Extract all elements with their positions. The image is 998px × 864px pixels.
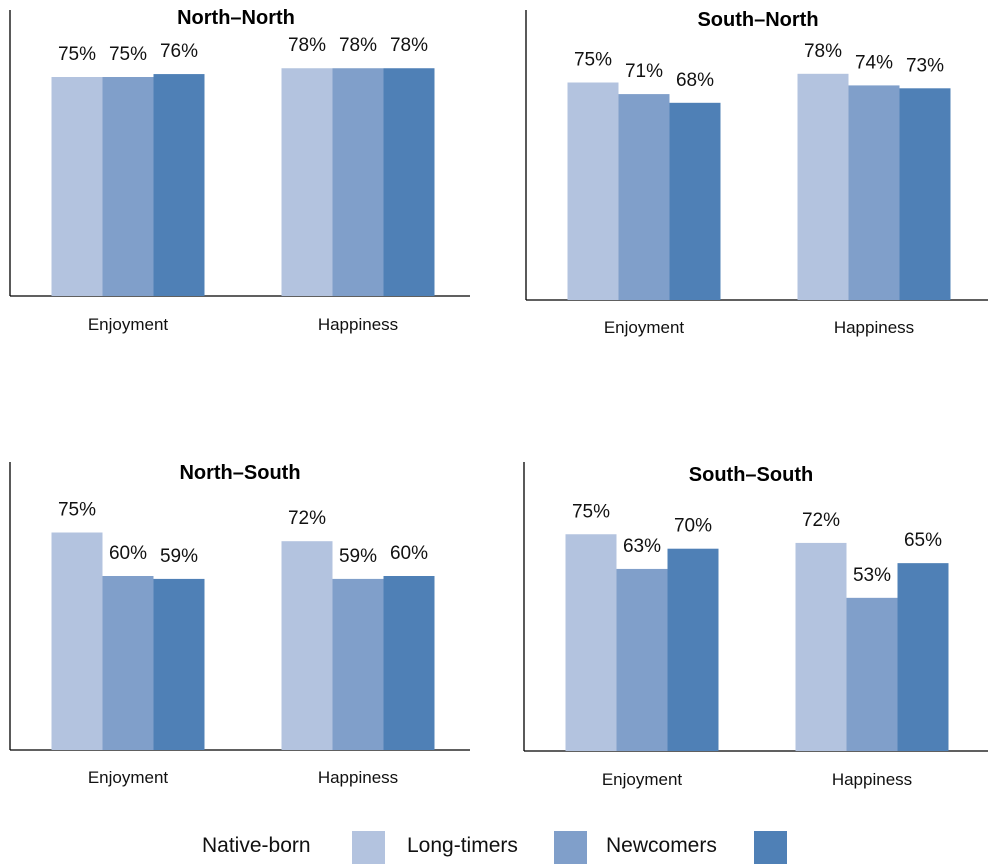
chart-panel: South–North 75% 71% 68% Enjoyment 78% 74% 73% Ha… xyxy=(525,9,988,337)
bar xyxy=(383,68,435,297)
data-label: 76% xyxy=(160,41,198,62)
legend-swatch xyxy=(352,831,385,864)
data-label: 63% xyxy=(623,536,661,557)
data-label: 70% xyxy=(674,516,712,537)
chart-panel: North–South 75% 60% 59% Enjoyment 72% 59% 60% Ha… xyxy=(9,462,470,787)
panel-title: North–South xyxy=(179,462,300,484)
data-label: 73% xyxy=(906,55,944,76)
x-tick-label: Happiness xyxy=(318,315,398,334)
bar xyxy=(616,568,668,751)
bar xyxy=(797,73,849,300)
bar xyxy=(51,532,103,750)
data-label: 60% xyxy=(109,543,147,564)
data-label: 59% xyxy=(339,546,377,567)
bar xyxy=(667,548,719,751)
bar xyxy=(567,82,619,300)
data-label: 75% xyxy=(58,500,96,521)
data-label: 65% xyxy=(904,530,942,551)
data-label: 60% xyxy=(390,543,428,564)
x-tick-label: Happiness xyxy=(318,768,398,787)
bar xyxy=(897,563,949,751)
data-label: 53% xyxy=(853,565,891,586)
data-label: 78% xyxy=(804,41,842,62)
bar xyxy=(51,77,103,296)
data-label: 72% xyxy=(288,508,326,529)
data-label: 75% xyxy=(572,501,610,522)
bar xyxy=(899,88,951,300)
bar xyxy=(102,77,154,296)
bar xyxy=(848,85,900,301)
legend-label: Native-born xyxy=(202,834,311,857)
bar xyxy=(846,597,898,751)
bar xyxy=(102,576,154,750)
data-label: 75% xyxy=(574,50,612,71)
chart-panels: North–North 75% 75% 76% Enjoyment 78% 78% 78% Ha… xyxy=(9,7,988,789)
legend-label: Newcomers xyxy=(606,834,717,857)
chart-panel: North–North 75% 75% 76% Enjoyment 78% 78% 78% Ha… xyxy=(9,7,470,334)
bar xyxy=(618,94,670,300)
panel-title: South–South xyxy=(689,464,813,486)
x-tick-label: Happiness xyxy=(832,770,912,789)
data-label: 78% xyxy=(339,35,377,56)
data-label: 59% xyxy=(160,546,198,567)
data-label: 78% xyxy=(390,35,428,56)
bar xyxy=(383,576,435,750)
data-label: 71% xyxy=(625,61,663,82)
bar xyxy=(795,542,847,751)
x-tick-label: Happiness xyxy=(834,318,914,337)
legend-label: Long-timers xyxy=(407,834,518,857)
legend-swatch xyxy=(754,831,787,864)
data-label: 75% xyxy=(109,44,147,65)
data-label: 68% xyxy=(676,70,714,91)
legend-swatch xyxy=(554,831,587,864)
x-tick-label: Enjoyment xyxy=(88,315,169,334)
x-tick-label: Enjoyment xyxy=(88,768,169,787)
bar xyxy=(281,541,333,750)
bar xyxy=(565,534,617,751)
chart-legend: Native-born Long-timers Newcomers xyxy=(202,831,787,864)
panel-title: North–North xyxy=(177,7,295,29)
data-label: 72% xyxy=(802,510,840,531)
x-tick-label: Enjoyment xyxy=(604,318,685,337)
x-tick-label: Enjoyment xyxy=(602,770,683,789)
bar xyxy=(332,578,384,750)
bar xyxy=(281,68,333,297)
bar xyxy=(669,102,721,300)
data-label: 74% xyxy=(855,52,893,73)
bar xyxy=(153,578,205,750)
panel-title: South–North xyxy=(697,9,818,31)
bar xyxy=(153,74,205,296)
data-label: 75% xyxy=(58,44,96,65)
data-label: 78% xyxy=(288,35,326,56)
chart-panel: South–South 75% 63% 70% Enjoyment 72% 53% 65% Ha… xyxy=(523,462,988,789)
bar xyxy=(332,68,384,297)
